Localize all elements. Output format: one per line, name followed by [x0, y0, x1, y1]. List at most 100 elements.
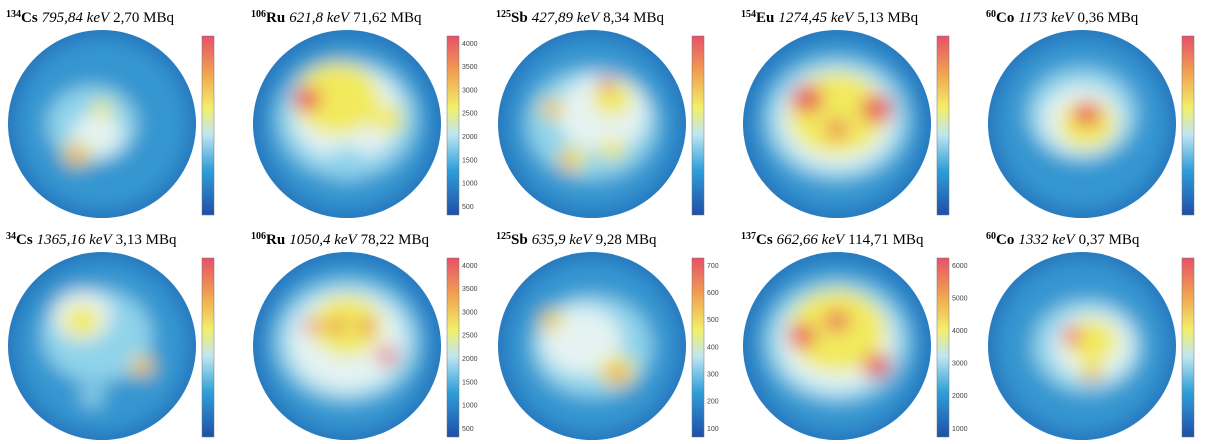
energy: 1050,4 keV — [289, 232, 358, 248]
activity: 78,22 MBq — [361, 232, 430, 248]
colorbar-tick-label: 400 — [707, 344, 719, 351]
heat-blob — [827, 120, 847, 138]
colorbar-tick-label: 500 — [707, 317, 719, 324]
panel-title: 106Ru 621,8 keV 71,62 MBq — [251, 9, 422, 26]
heat-blob — [788, 324, 816, 348]
colorbar — [201, 35, 215, 216]
activity: 5,13 MBq — [857, 10, 918, 26]
panel: 137Cs 662,66 keV 114,71 MBq 6000 5000 4000 300… — [741, 231, 968, 440]
colorbar-tick-label: 1500 — [462, 379, 478, 386]
isotope-mass: 60 — [986, 231, 996, 242]
heat-blob — [547, 316, 557, 326]
colorbar-tick-label: 4000 — [462, 41, 478, 48]
colorbar — [691, 257, 705, 438]
panel-title: 154Eu 1274,45 keV 5,13 MBq — [741, 9, 919, 26]
panel-title: 60Co 1332 keV 0,37 MBq — [986, 231, 1140, 248]
heat-blob — [600, 138, 624, 160]
heat-blob — [561, 156, 573, 168]
panel: 60Co 1173 keV 0,36 MBq — [986, 9, 1195, 218]
colorbar-tick-label: 2500 — [462, 333, 478, 340]
colorbar — [446, 257, 460, 438]
heat-blob — [293, 87, 321, 111]
heat-blob — [546, 103, 558, 115]
colorbar-tick-label: 3000 — [952, 361, 968, 368]
panel-title: 137Cs 662,66 keV 114,71 MBq — [741, 231, 924, 248]
colorbar-tick-label: 700 — [707, 263, 719, 270]
colorbar — [201, 257, 215, 438]
activity: 8,34 MBq — [603, 10, 664, 26]
heatmap — [996, 260, 1168, 432]
panel: 125Sb 635,9 keV 9,28 MBq 700 600 500 400 300 200… — [496, 231, 719, 440]
panel: 34Cs 1365,16 keV 3,13 MBq — [6, 231, 215, 440]
heat-blob — [825, 310, 849, 332]
element: Ru — [266, 10, 285, 26]
colorbar-tick-label: 300 — [707, 372, 719, 379]
isotope-mass: 34 — [6, 231, 16, 242]
panel: 134Cs 795,84 keV 2,70 MBq — [6, 9, 215, 218]
colorbar — [936, 35, 950, 216]
element: Sb — [511, 232, 528, 248]
activity: 114,71 MBq — [848, 232, 924, 248]
colorbar-tick-label: 3500 — [462, 286, 478, 293]
heat-blob — [327, 147, 367, 181]
energy: 1274,45 keV — [778, 10, 855, 26]
element: Ru — [266, 232, 285, 248]
energy: 635,9 keV — [532, 232, 594, 248]
isotope-mass: 125 — [496, 231, 511, 242]
heat-blob — [791, 85, 823, 113]
heat-blob — [359, 319, 375, 333]
element: Cs — [756, 232, 773, 248]
energy: 621,8 keV — [289, 10, 351, 26]
heat-blob — [592, 82, 632, 116]
panel-title: 34Cs 1365,16 keV 3,13 MBq — [6, 231, 177, 248]
heatmap — [261, 38, 433, 210]
heat-blob — [599, 77, 615, 91]
heat-blob — [1062, 327, 1082, 345]
colorbar-tick-label: 200 — [707, 399, 719, 406]
heatmap — [996, 38, 1168, 210]
energy: 662,66 keV — [777, 232, 846, 248]
isotope-mass: 137 — [741, 231, 756, 242]
colorbar-tick-label: 2500 — [462, 111, 478, 118]
isotope-mass: 60 — [986, 9, 996, 20]
panel: 106Ru 621,8 keV 71,62 MBq 4000 3500 3000 2500 2… — [251, 9, 478, 218]
activity: 2,70 MBq — [113, 10, 174, 26]
element: Eu — [756, 10, 774, 26]
energy: 795,84 keV — [42, 10, 111, 26]
heat-blob — [70, 148, 84, 160]
colorbar-tick-label: 2000 — [462, 356, 478, 363]
activity: 71,62 MBq — [353, 10, 422, 26]
element: Cs — [16, 232, 33, 248]
heat-blob — [304, 319, 320, 333]
colorbar-tick-label: 3000 — [462, 87, 478, 94]
heatmap — [751, 260, 923, 432]
heat-blob — [863, 354, 891, 378]
heat-blob — [861, 95, 893, 123]
colorbar-tick-label: 1000 — [462, 181, 478, 188]
colorbar-tick-label: 600 — [707, 290, 719, 297]
heatmap — [16, 260, 188, 432]
activity: 9,28 MBq — [596, 232, 657, 248]
panel-title: 134Cs 795,84 keV 2,70 MBq — [6, 9, 174, 26]
heat-blob — [80, 385, 104, 407]
heatmap — [506, 38, 678, 210]
colorbar — [1181, 257, 1195, 438]
colorbar-tick-label: 6000 — [952, 263, 968, 270]
element: Co — [996, 232, 1014, 248]
element: Sb — [511, 10, 528, 26]
colorbar-tick-label: 4000 — [952, 328, 968, 335]
heat-blob — [295, 63, 379, 135]
colorbar-tick-label: 1000 — [462, 403, 478, 410]
heatmap — [16, 38, 188, 210]
heat-blob — [1086, 370, 1098, 382]
colorbar — [1181, 35, 1195, 216]
activity: 3,13 MBq — [116, 232, 177, 248]
heat-blob — [312, 296, 382, 356]
isotope-mass: 106 — [251, 231, 266, 242]
isotope-mass: 125 — [496, 9, 511, 20]
isotope-mass: 106 — [251, 9, 266, 20]
heatmap — [261, 260, 433, 432]
colorbar-tick-label: 1000 — [952, 426, 968, 433]
panel-title: 106Ru 1050,4 keV 78,22 MBq — [251, 231, 430, 248]
